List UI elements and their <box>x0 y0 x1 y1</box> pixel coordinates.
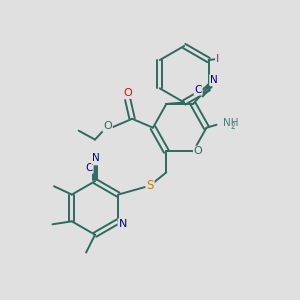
Text: O: O <box>103 121 112 131</box>
Text: N: N <box>118 219 127 229</box>
Text: C: C <box>194 85 202 95</box>
Text: NH: NH <box>224 118 239 128</box>
Text: S: S <box>146 179 154 192</box>
Text: N: N <box>210 75 218 85</box>
Text: O: O <box>123 88 132 98</box>
Text: 2: 2 <box>231 122 236 131</box>
Text: C: C <box>85 163 93 173</box>
Text: I: I <box>216 54 219 64</box>
Text: N: N <box>92 153 100 163</box>
Text: O: O <box>194 146 203 157</box>
